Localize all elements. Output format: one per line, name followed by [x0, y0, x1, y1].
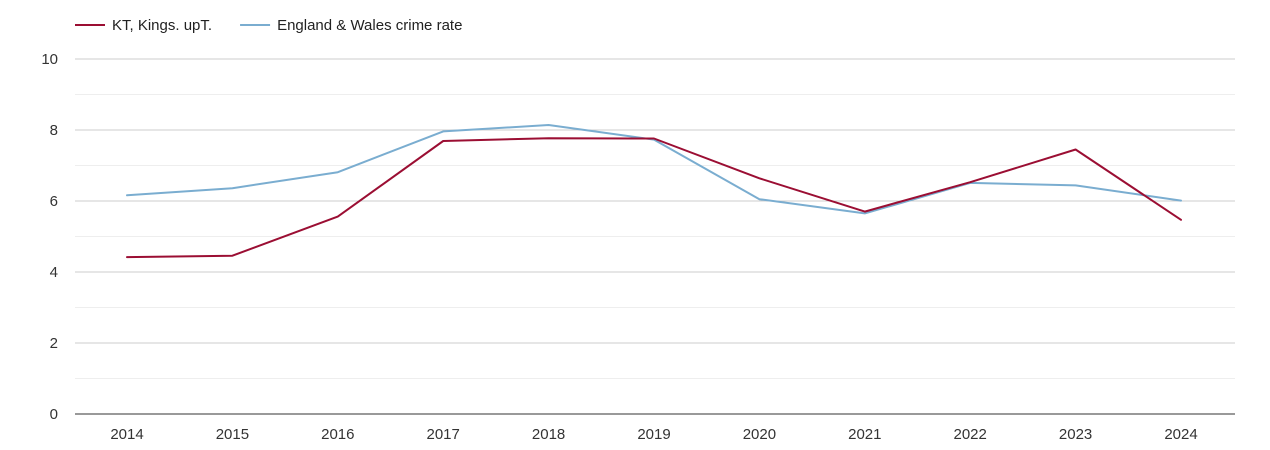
x-tick-label: 2024 [1164, 426, 1197, 443]
x-tick-label: 2018 [532, 426, 565, 443]
x-axis: 2014 2015 2016 2017 2018 2019 2020 2021 2022 2023… [75, 413, 1235, 443]
x-tick-label: 2017 [427, 426, 460, 443]
series-line-1 [126, 124, 1182, 215]
y-tick-label: 4 [50, 264, 58, 281]
x-tick-label: 2019 [637, 426, 670, 443]
x-tick-label: 2022 [954, 426, 987, 443]
chart-grid [75, 58, 1235, 379]
series-line-0 [126, 137, 1182, 259]
legend-item-1[interactable]: England & Wales crime rate [240, 17, 462, 34]
legend-item-0[interactable]: KT, Kings. upT. [75, 17, 212, 34]
chart-legend: KT, Kings. upT. England & Wales crime rat… [75, 17, 462, 34]
y-axis: 0 2 4 6 8 10 [41, 51, 58, 423]
x-tick-label: 2021 [848, 426, 881, 443]
y-tick-label: 10 [41, 51, 58, 68]
x-tick-label: 2015 [216, 426, 249, 443]
y-tick-label: 2 [50, 335, 58, 352]
legend-label: KT, Kings. upT. [112, 17, 212, 34]
y-tick-label: 8 [50, 122, 58, 139]
x-tick-label: 2014 [110, 426, 143, 443]
x-tick-label: 2016 [321, 426, 354, 443]
x-tick-label: 2020 [743, 426, 776, 443]
legend-label: England & Wales crime rate [277, 17, 462, 34]
y-tick-label: 0 [50, 406, 58, 423]
y-tick-label: 6 [50, 193, 58, 210]
x-tick-label: 2023 [1059, 426, 1092, 443]
series-layer [126, 124, 1182, 259]
